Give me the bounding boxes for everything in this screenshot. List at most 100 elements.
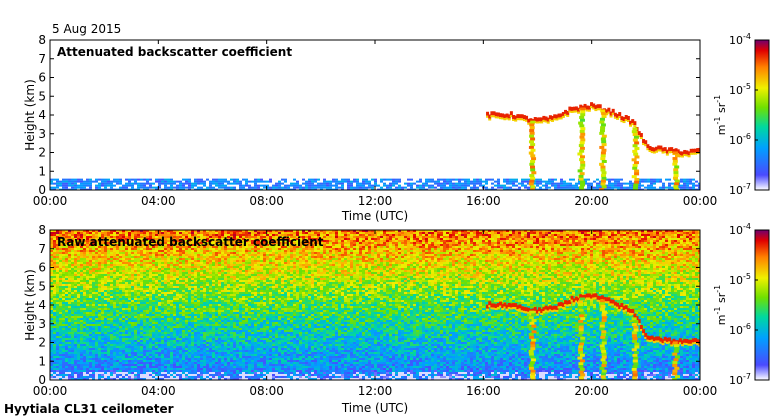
heatmap-cell xyxy=(155,264,158,266)
heatmap-cell xyxy=(692,188,695,190)
heatmap-cell xyxy=(593,188,596,190)
x-tick-label: 08:00 xyxy=(249,194,284,208)
heatmap-cell xyxy=(77,326,80,328)
heatmap-cell xyxy=(428,186,431,189)
precipitation-mark xyxy=(599,117,605,121)
heatmap-cell xyxy=(116,372,119,374)
heatmap-cell xyxy=(467,184,470,187)
heatmap-cell xyxy=(149,274,152,276)
heatmap-cell xyxy=(152,310,155,312)
y-tick-label: 2 xyxy=(38,146,46,160)
heatmap-cell xyxy=(56,340,59,342)
heatmap-cell xyxy=(86,378,89,380)
heatmap-cell xyxy=(83,324,86,326)
heatmap-cell xyxy=(101,244,104,246)
heatmap-cell xyxy=(131,322,134,324)
heatmap-cell xyxy=(83,318,86,320)
heatmap-cell xyxy=(155,178,158,181)
heatmap-cell xyxy=(329,184,332,187)
heatmap-cell xyxy=(323,178,326,181)
heatmap-cell xyxy=(557,186,560,189)
heatmap-cell xyxy=(50,186,53,189)
cloud-mark xyxy=(535,117,539,122)
heatmap-cell xyxy=(179,298,182,300)
heatmap-cell xyxy=(74,368,77,370)
heatmap-cell xyxy=(53,278,56,280)
heatmap-cell xyxy=(152,236,155,238)
heatmap-cell xyxy=(107,260,110,262)
heatmap-cell xyxy=(188,232,191,234)
heatmap-cell xyxy=(176,280,179,282)
heatmap-cell xyxy=(176,322,179,324)
heatmap-cell xyxy=(164,268,167,270)
heatmap-cell xyxy=(149,178,152,181)
heatmap-cell xyxy=(464,178,467,181)
heatmap-cell xyxy=(440,178,443,181)
heatmap-cell xyxy=(80,256,83,258)
heatmap-cell xyxy=(119,282,122,284)
heatmap-cell xyxy=(101,284,104,286)
cloud-mark xyxy=(689,152,693,155)
heatmap-cell xyxy=(152,296,155,298)
heatmap-cell xyxy=(101,340,104,342)
heatmap-cell xyxy=(152,316,155,318)
heatmap-cell xyxy=(50,366,53,368)
heatmap-cell xyxy=(176,242,179,244)
heatmap-cell xyxy=(62,240,65,242)
heatmap-cell xyxy=(131,368,134,370)
heatmap-cell xyxy=(101,324,104,326)
heatmap-cell xyxy=(167,278,170,280)
heatmap-cell xyxy=(131,376,134,378)
heatmap-cell xyxy=(53,296,56,298)
heatmap-cell xyxy=(68,286,71,288)
heatmap-cell xyxy=(170,300,173,302)
heatmap-cell xyxy=(167,252,170,254)
heatmap-cell xyxy=(56,286,59,288)
heatmap-cell xyxy=(617,178,620,181)
heatmap-cell xyxy=(74,320,77,322)
heatmap-cell xyxy=(536,178,539,181)
heatmap-cell xyxy=(179,362,182,364)
heatmap-cell xyxy=(77,336,80,338)
heatmap-cell xyxy=(152,324,155,326)
heatmap-cell xyxy=(689,178,692,181)
heatmap-cell xyxy=(380,188,383,190)
heatmap-cell xyxy=(182,186,185,189)
heatmap-cell xyxy=(131,186,134,189)
heatmap-cell xyxy=(68,252,71,254)
heatmap-cell xyxy=(59,334,62,336)
heatmap-cell xyxy=(116,352,119,354)
precipitation-mark xyxy=(599,162,605,166)
heatmap-cell xyxy=(149,338,152,340)
heatmap-cell xyxy=(173,232,176,234)
heatmap-cell xyxy=(62,334,65,336)
heatmap-cell xyxy=(56,304,59,306)
heatmap-cell xyxy=(104,358,107,360)
heatmap-cell xyxy=(206,178,209,181)
heatmap-cell xyxy=(437,182,440,185)
heatmap-cell xyxy=(83,230,86,232)
heatmap-cell xyxy=(50,252,53,254)
heatmap-cell xyxy=(152,360,155,362)
heatmap-cell xyxy=(134,266,137,268)
heatmap-cell xyxy=(110,374,113,376)
heatmap-cell xyxy=(128,348,131,350)
heatmap-cell xyxy=(140,332,143,334)
heatmap-cell xyxy=(125,310,128,312)
heatmap-cell xyxy=(134,338,137,340)
heatmap-cell xyxy=(128,322,131,324)
heatmap-cell xyxy=(110,344,113,346)
heatmap-cell xyxy=(110,244,113,246)
heatmap-cell xyxy=(125,312,128,314)
heatmap-cell xyxy=(98,366,101,368)
heatmap-cell xyxy=(638,188,641,190)
heatmap-cell xyxy=(65,178,68,181)
heatmap-cell xyxy=(134,328,137,330)
heatmap-cell xyxy=(191,360,194,362)
heatmap-cell xyxy=(95,234,98,236)
heatmap-cell xyxy=(104,366,107,368)
heatmap-cell xyxy=(107,272,110,274)
heatmap-cell xyxy=(110,280,113,282)
heatmap-cell xyxy=(200,186,203,189)
heatmap-cell xyxy=(116,320,119,322)
